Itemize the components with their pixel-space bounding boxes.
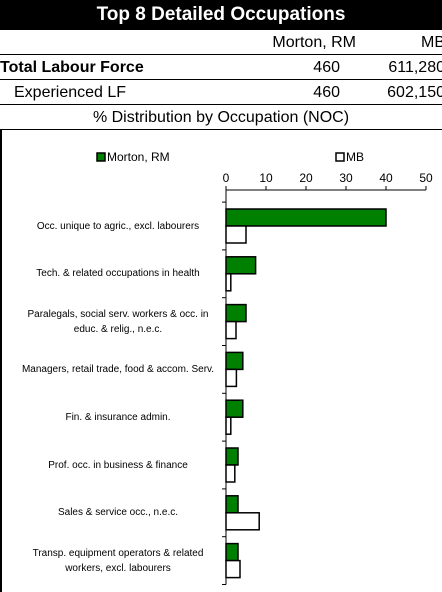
column-header: Morton, RM: [272, 34, 356, 51]
x-tick-label: 10: [259, 171, 273, 185]
category-label: Occ. unique to agric., excl. labourers: [36, 220, 200, 232]
x-tick-label: 0: [223, 171, 230, 185]
subtitle: % Distribution by Occupation (NOC): [0, 105, 442, 130]
row-label: Total Labour Force: [0, 59, 144, 76]
legend-swatch: [335, 152, 345, 162]
bar: [225, 256, 257, 275]
bar: [225, 208, 387, 227]
bar: [225, 273, 232, 292]
table-row: Experienced LF 460 602,150: [0, 80, 442, 105]
row-label: Experienced LF: [14, 84, 127, 101]
bar: [225, 495, 239, 514]
bar: [225, 399, 244, 418]
legend-swatch: [96, 152, 106, 162]
legend-label: Morton, RM: [107, 150, 170, 164]
category-label: Paralegals, social serv. workers & occ. …: [27, 308, 209, 335]
bar: [225, 225, 247, 244]
bar: [225, 559, 241, 579]
category-label: Transp. equipment operators & related wo…: [32, 547, 204, 574]
cell: 460: [313, 59, 340, 76]
legend-label: MB: [346, 150, 364, 164]
bar: [225, 447, 239, 466]
x-tick-label: 50: [419, 171, 433, 185]
cell: 602,150: [387, 84, 442, 101]
bar: [225, 320, 237, 340]
category-label: Prof. occ. in business & finance: [48, 459, 188, 471]
chart: Morton, RM MB 0 10 20 30 40 50: [0, 130, 433, 592]
bar: [225, 512, 260, 531]
column-header-row: Morton, RM MB: [0, 30, 442, 55]
x-tick-label: 40: [379, 171, 393, 185]
category-label: Fin. & insurance admin.: [65, 411, 171, 423]
category-label: Tech. & related occupations in health: [36, 268, 200, 280]
bar: [225, 351, 244, 371]
cell: 460: [313, 84, 340, 101]
bar: [225, 416, 232, 435]
x-tick-label: 30: [339, 171, 353, 185]
bar: [225, 464, 236, 483]
cell: 611,280: [388, 59, 442, 76]
title: Top 8 Detailed Occupations: [0, 0, 442, 30]
bar: [225, 303, 247, 323]
bar: [225, 368, 238, 388]
category-label: Sales & service occ., n.e.c.: [57, 507, 179, 519]
bar: [225, 542, 239, 562]
column-header: MB: [421, 34, 442, 51]
x-tick-label: 20: [299, 171, 313, 185]
category-label: Managers, retail trade, food & accom. Se…: [21, 363, 215, 375]
table-row: Total Labour Force 460 611,280: [0, 55, 442, 80]
